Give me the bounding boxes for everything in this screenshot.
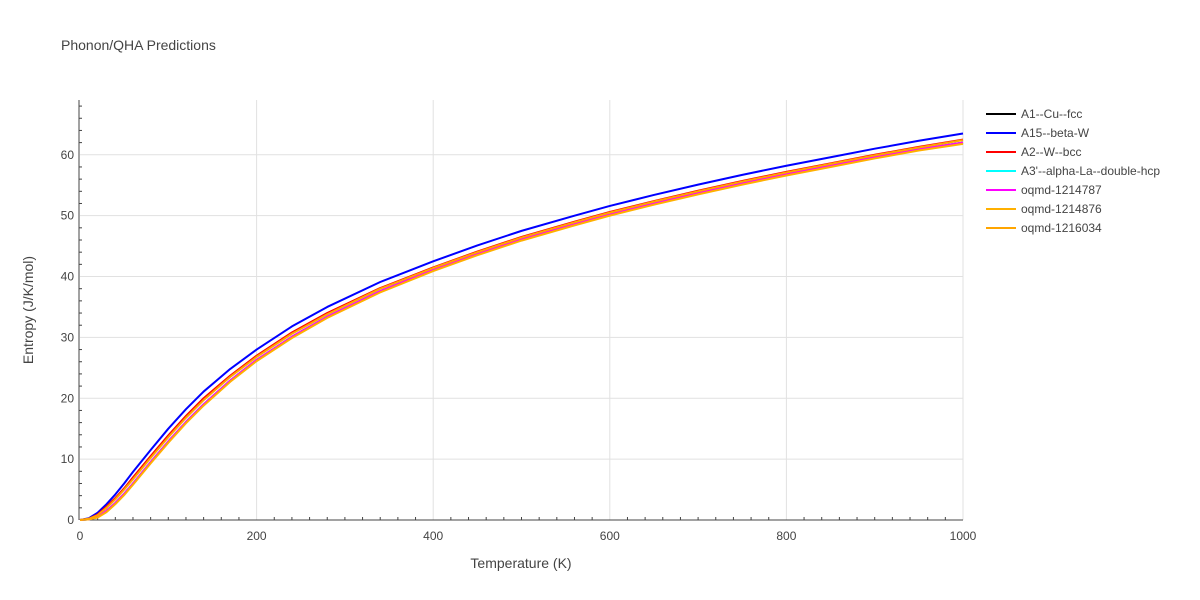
legend-item[interactable]: A1--Cu--fcc	[986, 107, 1082, 121]
y-tick-label: 40	[61, 270, 75, 284]
legend-item[interactable]: oqmd-1214876	[986, 202, 1102, 216]
y-tick-label: 60	[61, 148, 75, 162]
series-line-2	[79, 138, 964, 521]
chart-title: Phonon/QHA Predictions	[61, 37, 216, 53]
legend-item[interactable]: oqmd-1216034	[986, 221, 1102, 235]
x-tick-label: 1000	[950, 529, 977, 543]
legend-item[interactable]: A2--W--bcc	[986, 145, 1081, 159]
legend-label: A1--Cu--fcc	[1021, 107, 1082, 121]
y-tick-label: 20	[61, 391, 75, 405]
x-axis-label: Temperature (K)	[470, 555, 571, 571]
y-tick-label: 30	[61, 330, 75, 344]
y-tick-label: 0	[67, 513, 74, 527]
legend-label: A2--W--bcc	[1021, 145, 1081, 159]
x-tick-label: 400	[423, 529, 443, 543]
x-tick-label: 200	[247, 529, 267, 543]
x-tick-label: 600	[600, 529, 620, 543]
series-line-4	[79, 141, 964, 521]
legend-label: oqmd-1214876	[1021, 202, 1102, 216]
y-axis-label: Entropy (J/K/mol)	[20, 256, 36, 364]
x-tick-label: 800	[776, 529, 796, 543]
series-line-5	[79, 142, 964, 521]
legend-label: oqmd-1214787	[1021, 183, 1102, 197]
axes: 0 200 400 600 800 1000 0 10 20 30 40 50 60	[61, 100, 977, 543]
legend-label: A15--beta-W	[1021, 126, 1090, 140]
legend-item[interactable]: A15--beta-W	[986, 126, 1090, 140]
x-tick-label: 0	[77, 529, 84, 543]
legend-label: oqmd-1216034	[1021, 221, 1102, 235]
legend[interactable]: A1--Cu--fcc A15--beta-W A2--W--bcc A3'--alp…	[986, 107, 1160, 235]
series-lines	[79, 132, 964, 521]
legend-item[interactable]: oqmd-1214787	[986, 183, 1102, 197]
legend-item[interactable]: A3'--alpha-La--double-hcp	[986, 164, 1160, 178]
legend-label: A3'--alpha-La--double-hcp	[1021, 164, 1160, 178]
series-line-6	[79, 139, 964, 521]
y-tick-label: 50	[61, 209, 75, 223]
series-line-0	[79, 141, 964, 521]
y-tick-label: 10	[61, 452, 75, 466]
grid-lines	[80, 100, 964, 520]
series-line-3	[79, 141, 964, 521]
series-line-1	[79, 132, 964, 521]
